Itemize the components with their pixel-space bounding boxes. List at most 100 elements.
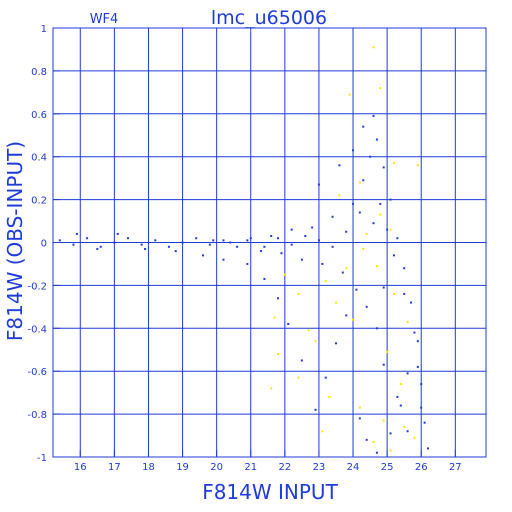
data-point-0-86 bbox=[263, 245, 266, 248]
data-point-1-22 bbox=[372, 440, 375, 443]
data-point-0-35 bbox=[423, 421, 426, 424]
data-point-0-0 bbox=[58, 239, 61, 242]
data-point-0-36 bbox=[427, 447, 430, 450]
y-tick-label-8: 0.6 bbox=[31, 110, 47, 121]
data-point-0-59 bbox=[317, 183, 320, 186]
data-point-1-32 bbox=[365, 232, 368, 235]
data-point-0-21 bbox=[321, 262, 324, 265]
data-point-0-45 bbox=[324, 376, 327, 379]
data-point-0-5 bbox=[127, 237, 130, 240]
x-axis-label: F814W INPUT bbox=[202, 480, 338, 504]
data-point-1-17 bbox=[328, 395, 331, 398]
data-point-0-31 bbox=[403, 267, 406, 270]
y-tick-label-1: -0.8 bbox=[27, 410, 47, 421]
data-point-0-1 bbox=[72, 243, 75, 246]
data-point-0-14 bbox=[249, 237, 252, 240]
data-point-0-41 bbox=[365, 305, 368, 308]
y-tick-label-4: -0.2 bbox=[27, 281, 47, 292]
data-point-1-10 bbox=[345, 267, 348, 270]
data-point-0-58 bbox=[75, 232, 78, 235]
data-point-0-89 bbox=[212, 239, 215, 242]
data-point-0-66 bbox=[392, 254, 395, 257]
data-point-0-29 bbox=[389, 198, 392, 201]
y-tick-label-0: -1 bbox=[37, 453, 47, 464]
data-point-0-88 bbox=[229, 241, 232, 244]
data-point-1-18 bbox=[358, 406, 361, 409]
data-point-0-75 bbox=[399, 404, 402, 407]
y-tick-label-6: 0.2 bbox=[31, 196, 47, 207]
x-tick-label-8: 24 bbox=[347, 462, 360, 473]
data-point-0-25 bbox=[362, 179, 365, 182]
data-point-0-72 bbox=[365, 438, 368, 441]
data-point-0-30 bbox=[396, 237, 399, 240]
data-point-1-12 bbox=[273, 316, 276, 319]
y-tick-label-5: 0 bbox=[41, 239, 47, 250]
data-point-1-3 bbox=[392, 162, 395, 165]
data-point-0-32 bbox=[409, 301, 412, 304]
data-point-1-21 bbox=[321, 430, 324, 433]
data-point-0-77 bbox=[382, 286, 385, 289]
data-point-0-74 bbox=[389, 432, 392, 435]
data-point-0-48 bbox=[287, 323, 290, 326]
data-point-0-82 bbox=[317, 239, 320, 242]
data-point-0-3 bbox=[99, 245, 102, 248]
x-tick-label-1: 17 bbox=[108, 462, 121, 473]
data-point-0-27 bbox=[375, 138, 378, 141]
data-point-1-30 bbox=[283, 273, 286, 276]
data-point-0-13 bbox=[236, 245, 239, 248]
data-point-0-79 bbox=[358, 211, 361, 214]
data-point-0-52 bbox=[222, 258, 225, 261]
data-point-1-16 bbox=[270, 387, 273, 390]
data-point-1-6 bbox=[338, 194, 341, 197]
data-point-0-22 bbox=[331, 215, 334, 218]
data-point-0-15 bbox=[259, 250, 262, 253]
x-tick-label-3: 19 bbox=[176, 462, 189, 473]
data-point-0-42 bbox=[355, 288, 358, 291]
data-point-0-33 bbox=[416, 340, 419, 343]
data-point-0-4 bbox=[113, 241, 116, 244]
x-tick-label-5: 21 bbox=[244, 462, 257, 473]
data-point-1-2 bbox=[348, 93, 351, 96]
chart-title: lmc_u65006 bbox=[211, 7, 327, 29]
data-point-0-17 bbox=[280, 252, 283, 255]
data-point-0-84 bbox=[290, 243, 293, 246]
y-tick-label-10: 1 bbox=[41, 24, 47, 35]
data-point-1-7 bbox=[379, 213, 382, 216]
data-point-0-83 bbox=[304, 235, 307, 238]
y-tick-label-2: -0.6 bbox=[27, 367, 47, 378]
y-tick-label-7: 0.4 bbox=[31, 153, 47, 164]
data-point-1-24 bbox=[307, 329, 310, 332]
data-point-1-1 bbox=[379, 87, 382, 90]
data-point-0-49 bbox=[277, 297, 280, 300]
data-point-0-64 bbox=[379, 202, 382, 205]
data-point-0-24 bbox=[352, 202, 355, 205]
data-point-0-56 bbox=[116, 232, 119, 235]
data-point-0-37 bbox=[406, 430, 409, 433]
data-point-1-8 bbox=[389, 228, 392, 231]
data-point-0-63 bbox=[372, 114, 375, 117]
x-tick-label-10: 26 bbox=[415, 462, 428, 473]
data-point-0-46 bbox=[314, 408, 317, 411]
y-axis-label: F814W (OBS-INPUT) bbox=[3, 141, 27, 341]
data-point-0-47 bbox=[300, 359, 303, 362]
data-point-0-55 bbox=[144, 247, 147, 250]
data-point-0-80 bbox=[345, 230, 348, 233]
y-tick-label-3: -0.4 bbox=[27, 324, 47, 335]
data-point-1-5 bbox=[358, 181, 361, 184]
x-tick-label-0: 16 bbox=[74, 462, 87, 473]
data-point-0-62 bbox=[362, 125, 365, 128]
data-point-1-14 bbox=[277, 353, 280, 356]
data-point-0-38 bbox=[396, 395, 399, 398]
data-point-0-9 bbox=[181, 241, 184, 244]
data-point-0-68 bbox=[413, 331, 416, 334]
data-point-1-23 bbox=[389, 449, 392, 452]
data-point-0-23 bbox=[341, 271, 344, 274]
data-point-0-16 bbox=[270, 235, 273, 238]
data-point-0-19 bbox=[300, 258, 303, 261]
data-point-0-71 bbox=[358, 417, 361, 420]
data-point-0-73 bbox=[375, 451, 378, 454]
panel-label: WF4 bbox=[90, 12, 119, 27]
data-point-1-15 bbox=[297, 376, 300, 379]
